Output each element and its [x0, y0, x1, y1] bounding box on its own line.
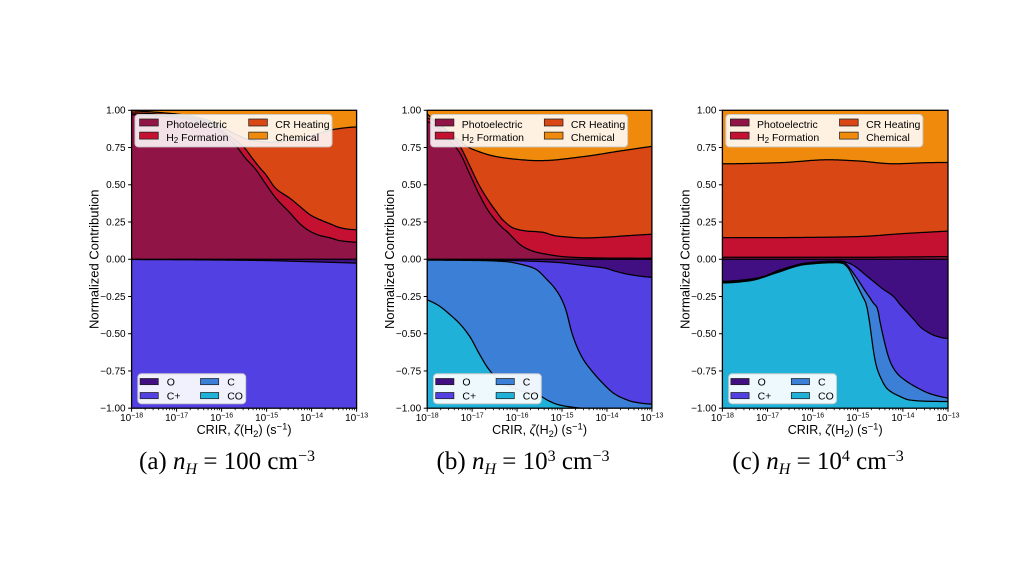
svg-text:−0.50: −0.50 [396, 329, 422, 340]
svg-text:−1.00: −1.00 [396, 404, 422, 415]
svg-text:10−15: 10−15 [846, 413, 869, 425]
svg-text:−0.25: −0.25 [100, 292, 126, 303]
svg-text:H2 Formation: H2 Formation [462, 132, 524, 145]
svg-text:0.00: 0.00 [697, 255, 717, 266]
svg-text:C: C [818, 376, 826, 388]
svg-text:10−15: 10−15 [551, 413, 574, 425]
svg-text:H2 Formation: H2 Formation [166, 132, 228, 145]
svg-text:−0.25: −0.25 [691, 292, 717, 303]
svg-text:10−13: 10−13 [640, 413, 663, 425]
svg-text:C+: C+ [167, 390, 181, 402]
svg-text:−0.25: −0.25 [396, 292, 422, 303]
svg-text:Chemical: Chemical [866, 132, 910, 144]
svg-text:10−17: 10−17 [461, 413, 484, 425]
svg-text:1.00: 1.00 [106, 106, 126, 117]
svg-text:Normalized Contribution: Normalized Contribution [87, 190, 102, 329]
svg-text:−1.00: −1.00 [691, 404, 717, 415]
svg-text:CRIR, ζ(H2) (s−1): CRIR, ζ(H2) (s−1) [197, 422, 292, 440]
svg-text:10−14: 10−14 [595, 413, 618, 425]
svg-text:0.25: 0.25 [697, 217, 717, 228]
svg-text:−0.75: −0.75 [100, 366, 126, 377]
svg-text:CO: CO [818, 390, 834, 402]
svg-text:10−17: 10−17 [756, 413, 779, 425]
svg-text:0.25: 0.25 [402, 217, 422, 228]
svg-text:0.50: 0.50 [697, 180, 717, 191]
svg-text:0.00: 0.00 [402, 255, 422, 266]
svg-text:10−16: 10−16 [801, 413, 824, 425]
svg-text:10−13: 10−13 [937, 413, 960, 425]
svg-text:H2 Formation: H2 Formation [757, 132, 819, 145]
svg-text:−1.00: −1.00 [100, 404, 126, 415]
svg-text:C: C [227, 376, 235, 388]
svg-text:1.00: 1.00 [697, 106, 717, 117]
svg-text:C+: C+ [462, 390, 476, 402]
svg-text:O: O [167, 376, 175, 388]
svg-text:10−18: 10−18 [120, 413, 143, 425]
svg-text:−0.75: −0.75 [396, 366, 422, 377]
svg-text:10−16: 10−16 [506, 413, 529, 425]
svg-text:(c) nH = 104 cm−3: (c) nH = 104 cm−3 [732, 448, 904, 478]
svg-text:CRIR, ζ(H2) (s−1): CRIR, ζ(H2) (s−1) [788, 422, 883, 440]
svg-text:10−16: 10−16 [210, 413, 233, 425]
svg-text:Chemical: Chemical [275, 132, 319, 144]
svg-text:0.75: 0.75 [402, 143, 422, 154]
svg-text:CO: CO [523, 390, 539, 402]
svg-text:0.50: 0.50 [106, 180, 126, 191]
svg-text:−0.50: −0.50 [100, 329, 126, 340]
svg-text:C+: C+ [758, 390, 772, 402]
svg-text:CR Heating: CR Heating [571, 119, 625, 131]
svg-text:10−18: 10−18 [711, 413, 734, 425]
svg-text:−0.50: −0.50 [691, 329, 717, 340]
svg-text:0.25: 0.25 [106, 217, 126, 228]
svg-text:CR Heating: CR Heating [866, 119, 920, 131]
svg-text:1.00: 1.00 [402, 106, 422, 117]
svg-text:Photoelectric: Photoelectric [462, 119, 523, 131]
svg-text:−0.75: −0.75 [691, 366, 717, 377]
svg-text:10−15: 10−15 [255, 413, 278, 425]
svg-text:Chemical: Chemical [571, 132, 615, 144]
svg-text:(b) nH = 103 cm−3: (b) nH = 103 cm−3 [437, 448, 610, 478]
svg-text:0.00: 0.00 [106, 255, 126, 266]
svg-text:Normalized Contribution: Normalized Contribution [677, 190, 692, 329]
svg-text:10−14: 10−14 [891, 413, 914, 425]
svg-text:10−18: 10−18 [416, 413, 439, 425]
svg-text:0.75: 0.75 [697, 143, 717, 154]
svg-text:C: C [523, 376, 531, 388]
svg-text:10−13: 10−13 [345, 413, 368, 425]
svg-text:Normalized Contribution: Normalized Contribution [382, 190, 397, 329]
svg-text:CR Heating: CR Heating [275, 119, 329, 131]
svg-text:(a) nH = 100 cm−3: (a) nH = 100 cm−3 [139, 448, 315, 478]
svg-text:CO: CO [227, 390, 243, 402]
svg-text:0.50: 0.50 [402, 180, 422, 191]
svg-text:10−17: 10−17 [165, 413, 188, 425]
svg-text:10−14: 10−14 [300, 413, 323, 425]
svg-text:CRIR, ζ(H2) (s−1): CRIR, ζ(H2) (s−1) [492, 422, 587, 440]
svg-text:Photoelectric: Photoelectric [757, 119, 818, 131]
svg-text:O: O [758, 376, 766, 388]
svg-text:Photoelectric: Photoelectric [166, 119, 227, 131]
svg-text:0.75: 0.75 [106, 143, 126, 154]
svg-text:O: O [462, 376, 470, 388]
